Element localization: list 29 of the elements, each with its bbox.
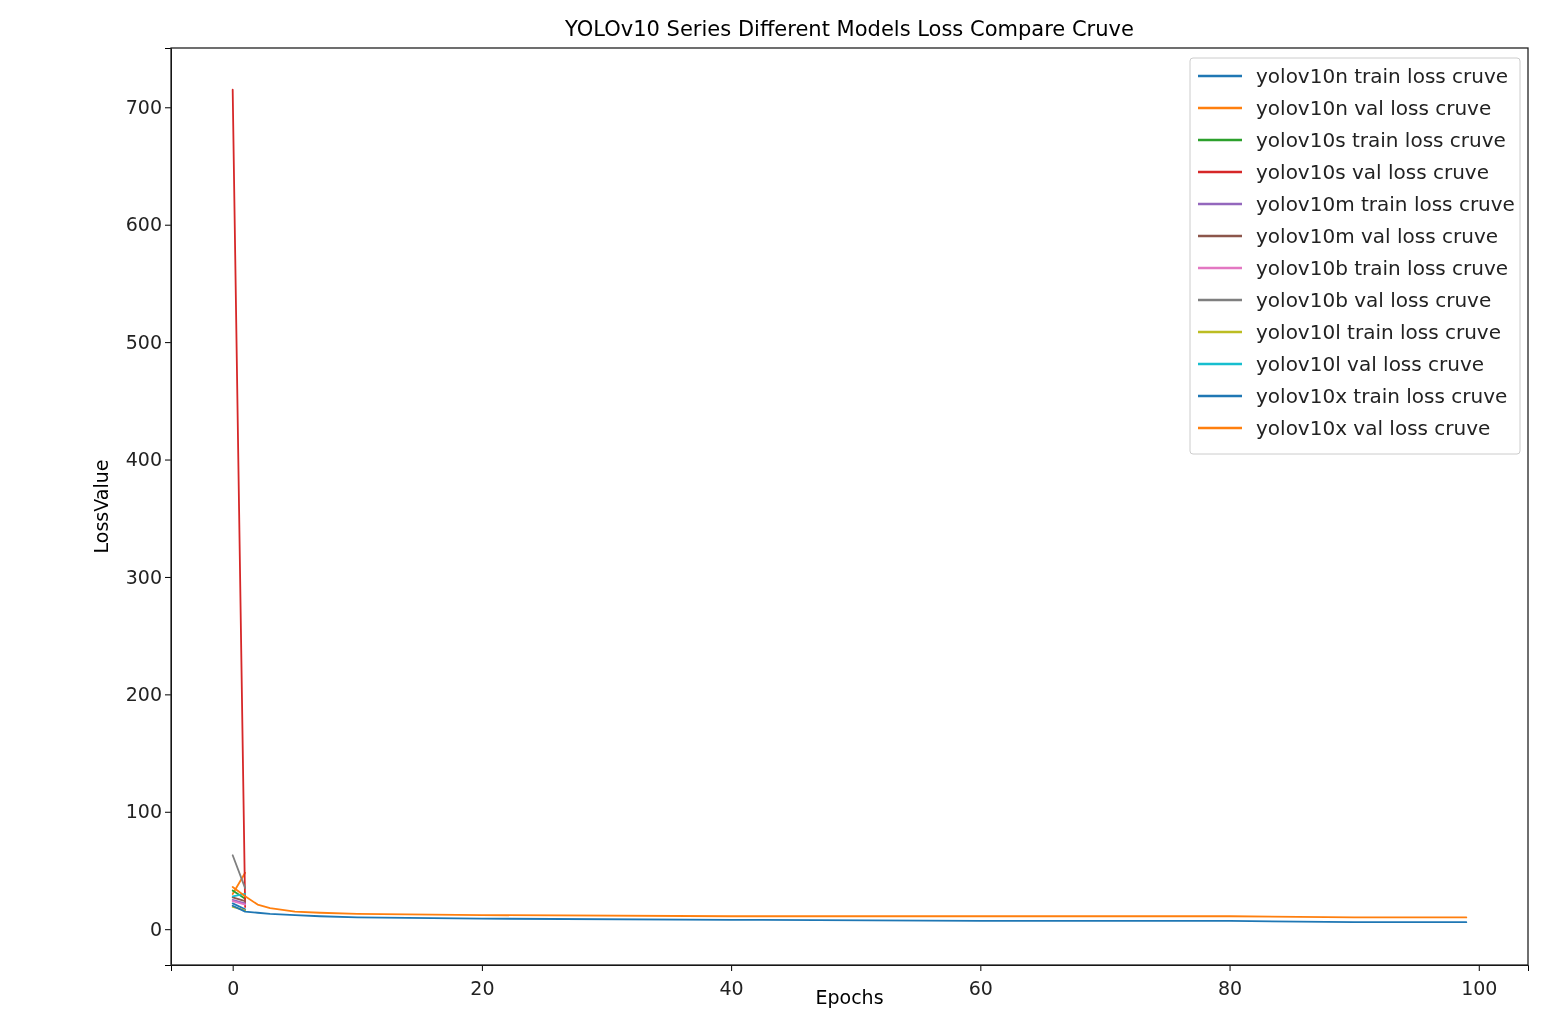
x-axis-title: Epochs (815, 986, 884, 1008)
legend-label: yolov10b train loss cruve (1256, 256, 1509, 280)
y-tick-label: 500 (125, 330, 162, 353)
y-tick-label: 300 (125, 565, 162, 588)
legend-label: yolov10l train loss cruve (1256, 320, 1501, 344)
y-tick-label: 100 (125, 800, 162, 823)
x-tick-label: 60 (968, 976, 993, 999)
legend-label: yolov10m train loss cruve (1256, 192, 1515, 216)
y-tick-label: 200 (125, 682, 162, 705)
legend-label: yolov10m val loss cruve (1256, 224, 1499, 248)
legend-label: yolov10s train loss cruve (1256, 128, 1506, 152)
legend-label: yolov10n val loss cruve (1256, 96, 1492, 120)
y-tick-label: 0 (149, 917, 162, 940)
y-tick-label: 600 (125, 213, 162, 236)
y-tick-label: 400 (125, 448, 162, 471)
x-tick-label: 40 (719, 976, 744, 999)
x-tick-label: 0 (227, 976, 240, 999)
legend-label: yolov10x train loss cruve (1256, 384, 1508, 408)
x-tick-label: 100 (1461, 976, 1498, 999)
legend-label: yolov10l val loss cruve (1256, 352, 1485, 376)
x-tick-label: 80 (1217, 976, 1243, 999)
legend-label: yolov10b val loss cruve (1256, 288, 1492, 312)
chart-title: YOLOv10 Series Different Models Loss Compare Cruve (564, 17, 1134, 41)
legend-label: yolov10x val loss cruve (1256, 416, 1491, 440)
y-axis-title: LossValue (90, 459, 112, 554)
legend-label: yolov10n train loss cruve (1256, 64, 1509, 88)
x-tick-label: 20 (470, 976, 495, 999)
y-tick-label: 700 (125, 95, 162, 118)
legend-label: yolov10s val loss cruve (1256, 160, 1489, 184)
